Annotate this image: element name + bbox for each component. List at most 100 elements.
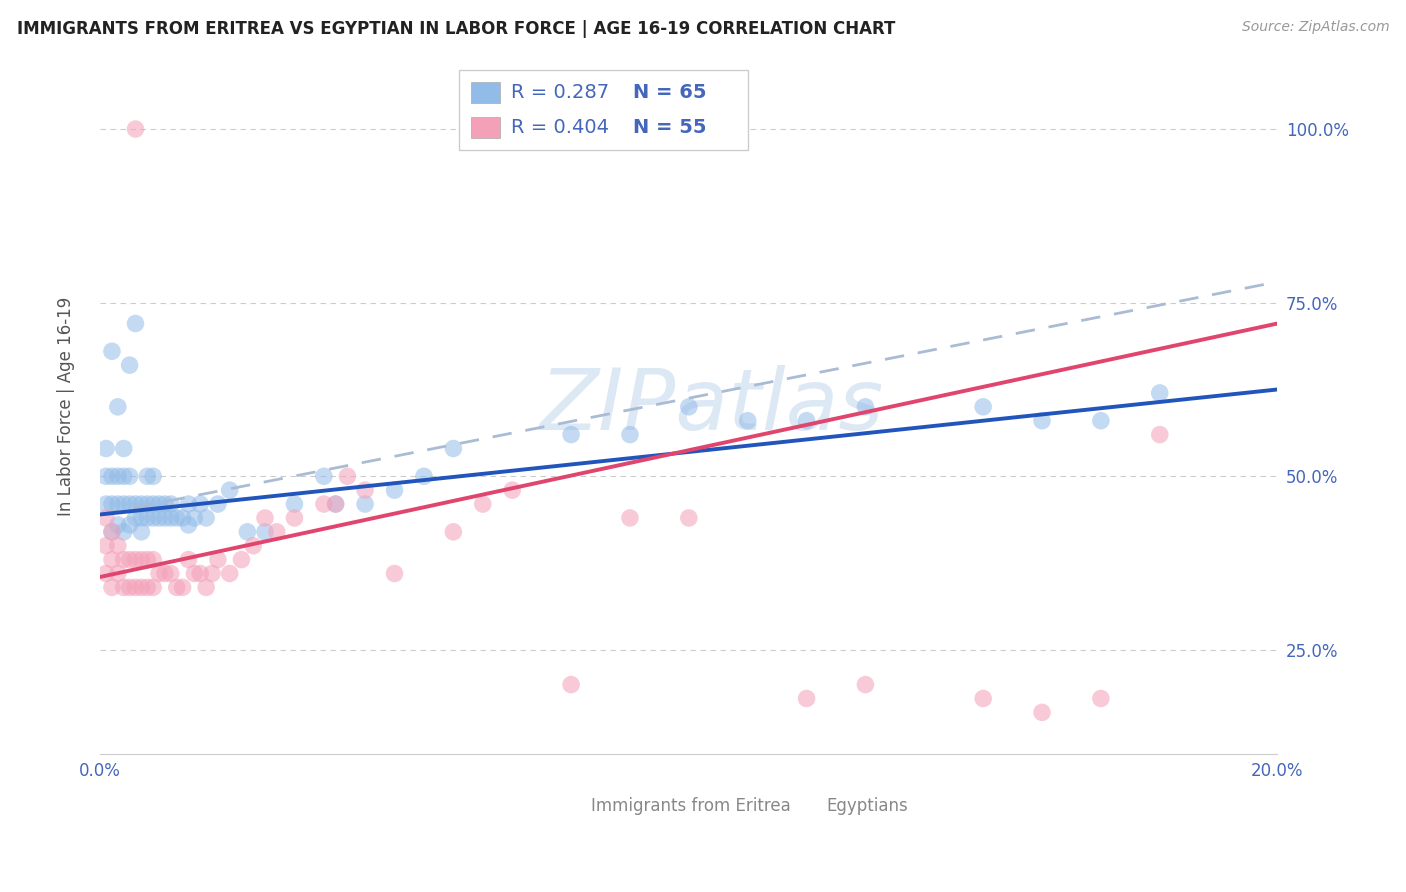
- Point: [1149, 427, 1171, 442]
- Text: R = 0.287: R = 0.287: [510, 83, 609, 102]
- Point: [112, 469, 135, 483]
- Point: [136, 497, 159, 511]
- Point: [1090, 691, 1112, 706]
- Point: [101, 580, 124, 594]
- Point: [796, 691, 818, 706]
- FancyBboxPatch shape: [471, 117, 501, 138]
- Text: IMMIGRANTS FROM ERITREA VS EGYPTIAN IN LABOR FORCE | AGE 16-19 CORRELATION CHART: IMMIGRANTS FROM ERITREA VS EGYPTIAN IN L…: [17, 20, 896, 37]
- Point: [148, 566, 170, 581]
- Text: Source: ZipAtlas.com: Source: ZipAtlas.com: [1241, 20, 1389, 34]
- Point: [972, 691, 994, 706]
- Point: [678, 511, 700, 525]
- Point: [242, 539, 264, 553]
- Point: [101, 524, 124, 539]
- Point: [188, 566, 211, 581]
- Point: [325, 497, 347, 511]
- Point: [131, 552, 153, 566]
- Point: [207, 497, 229, 511]
- Point: [560, 677, 582, 691]
- Text: R = 0.404: R = 0.404: [510, 118, 609, 137]
- Point: [94, 497, 117, 511]
- FancyBboxPatch shape: [789, 797, 815, 816]
- Point: [207, 552, 229, 566]
- Point: [855, 677, 877, 691]
- Point: [384, 566, 406, 581]
- Point: [312, 469, 335, 483]
- Point: [183, 511, 205, 525]
- Point: [118, 497, 141, 511]
- Point: [107, 497, 129, 511]
- Point: [678, 400, 700, 414]
- Point: [107, 539, 129, 553]
- Point: [266, 524, 288, 539]
- Point: [94, 469, 117, 483]
- Point: [94, 511, 117, 525]
- Point: [166, 511, 188, 525]
- Point: [1031, 706, 1053, 720]
- FancyBboxPatch shape: [471, 82, 501, 103]
- Point: [136, 552, 159, 566]
- Text: Egyptians: Egyptians: [827, 797, 908, 815]
- Y-axis label: In Labor Force | Age 16-19: In Labor Force | Age 16-19: [58, 297, 75, 516]
- Point: [118, 517, 141, 532]
- Point: [101, 344, 124, 359]
- Point: [107, 400, 129, 414]
- Text: Immigrants from Eritrea: Immigrants from Eritrea: [591, 797, 790, 815]
- Point: [124, 122, 146, 136]
- Point: [218, 483, 240, 498]
- Point: [118, 358, 141, 372]
- Point: [501, 483, 523, 498]
- Point: [177, 497, 200, 511]
- Point: [737, 414, 759, 428]
- Point: [195, 511, 218, 525]
- Point: [136, 469, 159, 483]
- Text: N = 65: N = 65: [634, 83, 707, 102]
- Point: [142, 497, 165, 511]
- Point: [177, 517, 200, 532]
- Point: [354, 483, 377, 498]
- Point: [183, 566, 205, 581]
- Point: [101, 469, 124, 483]
- Point: [972, 400, 994, 414]
- Point: [142, 552, 165, 566]
- Point: [1031, 414, 1053, 428]
- Point: [471, 497, 494, 511]
- Point: [354, 497, 377, 511]
- Point: [325, 497, 347, 511]
- Point: [118, 580, 141, 594]
- Point: [112, 580, 135, 594]
- Point: [384, 483, 406, 498]
- Point: [136, 580, 159, 594]
- Point: [441, 442, 464, 456]
- Text: ZIPatlas: ZIPatlas: [540, 366, 884, 449]
- FancyBboxPatch shape: [460, 70, 748, 150]
- Point: [188, 497, 211, 511]
- Point: [619, 427, 641, 442]
- Point: [94, 566, 117, 581]
- Point: [560, 427, 582, 442]
- FancyBboxPatch shape: [554, 797, 579, 816]
- Point: [413, 469, 436, 483]
- Point: [159, 511, 181, 525]
- Point: [619, 511, 641, 525]
- Point: [236, 524, 259, 539]
- Point: [283, 497, 305, 511]
- Point: [172, 580, 194, 594]
- Point: [312, 497, 335, 511]
- Point: [112, 442, 135, 456]
- Point: [142, 580, 165, 594]
- Point: [153, 566, 176, 581]
- Point: [253, 524, 276, 539]
- Point: [153, 511, 176, 525]
- Point: [336, 469, 359, 483]
- Point: [142, 469, 165, 483]
- Point: [166, 580, 188, 594]
- Point: [201, 566, 224, 581]
- Point: [1090, 414, 1112, 428]
- Point: [118, 469, 141, 483]
- Point: [159, 566, 181, 581]
- Point: [101, 552, 124, 566]
- Point: [131, 580, 153, 594]
- Point: [124, 552, 146, 566]
- Point: [153, 497, 176, 511]
